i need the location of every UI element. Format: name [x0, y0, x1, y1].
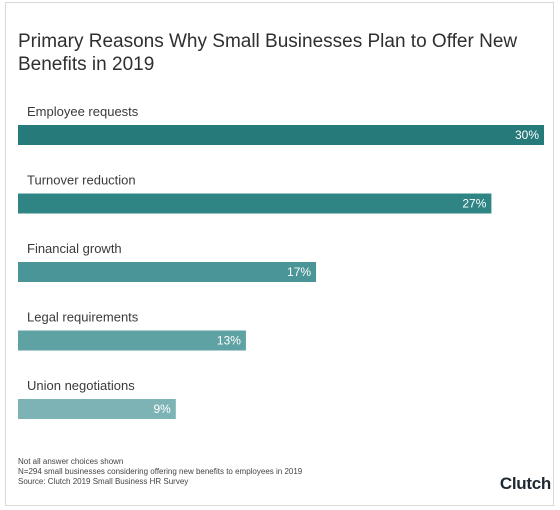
footnotes: Not all answer choices shown N=294 small…: [18, 457, 302, 487]
footnote-line: Source: Clutch 2019 Small Business HR Su…: [18, 477, 189, 486]
footnote-line: Not all answer choices shown: [18, 457, 124, 466]
data-label: 30%: [515, 128, 539, 142]
bar: [18, 399, 176, 419]
category-label: Union negotiations: [27, 378, 135, 393]
data-label: 9%: [153, 402, 171, 416]
data-label: 27%: [462, 197, 486, 211]
bar: [18, 193, 492, 214]
footnote-line: N=294 small businesses considering offer…: [18, 467, 303, 476]
chart-frame: [5, 2, 554, 506]
clutch-logo: Clutch: [499, 474, 551, 493]
bar: [18, 262, 317, 282]
bar: [18, 125, 544, 145]
chart-title: Primary Reasons Why Small Businesses Pla…: [18, 31, 518, 75]
data-label: 17%: [287, 265, 311, 279]
category-label: Turnover reduction: [27, 173, 136, 188]
data-label: 13%: [217, 334, 241, 348]
bar: [18, 330, 246, 351]
category-label: Legal requirements: [27, 310, 139, 325]
category-label: Financial growth: [27, 241, 122, 256]
category-label: Employee requests: [27, 104, 139, 119]
